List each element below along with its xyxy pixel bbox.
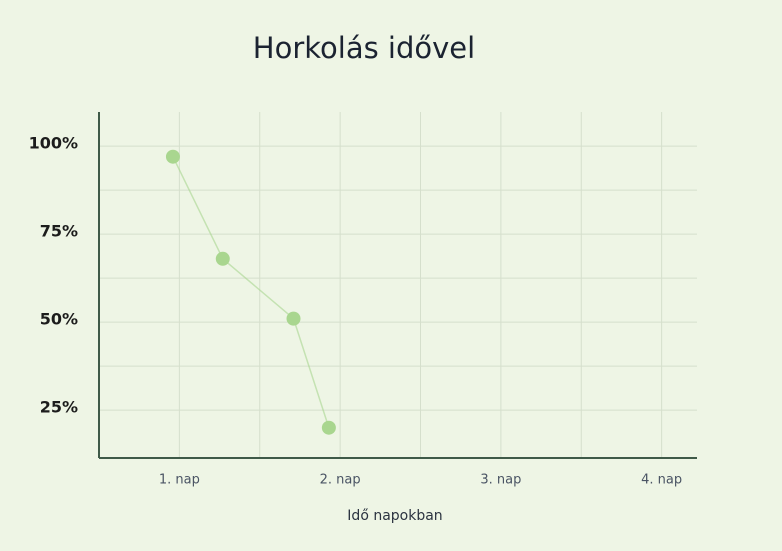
data-point	[321, 420, 336, 435]
data-point	[215, 251, 230, 266]
x-tick-label: 1. nap	[159, 473, 200, 488]
series-line	[172, 156, 330, 428]
y-tick-label: 50%	[40, 310, 78, 329]
data-point	[286, 311, 301, 326]
data-point	[165, 149, 180, 164]
x-axis-label: Idő napokban	[347, 508, 442, 524]
x-tick-label: 2. nap	[320, 473, 361, 488]
y-tick-label: 25%	[40, 398, 78, 417]
x-tick-label: 3. nap	[480, 473, 521, 488]
y-tick-label: 75%	[40, 222, 78, 241]
x-tick-label: 4. nap	[641, 473, 682, 488]
y-tick-label: 100%	[29, 134, 78, 153]
chart-title: Horkolás idővel	[253, 31, 475, 65]
